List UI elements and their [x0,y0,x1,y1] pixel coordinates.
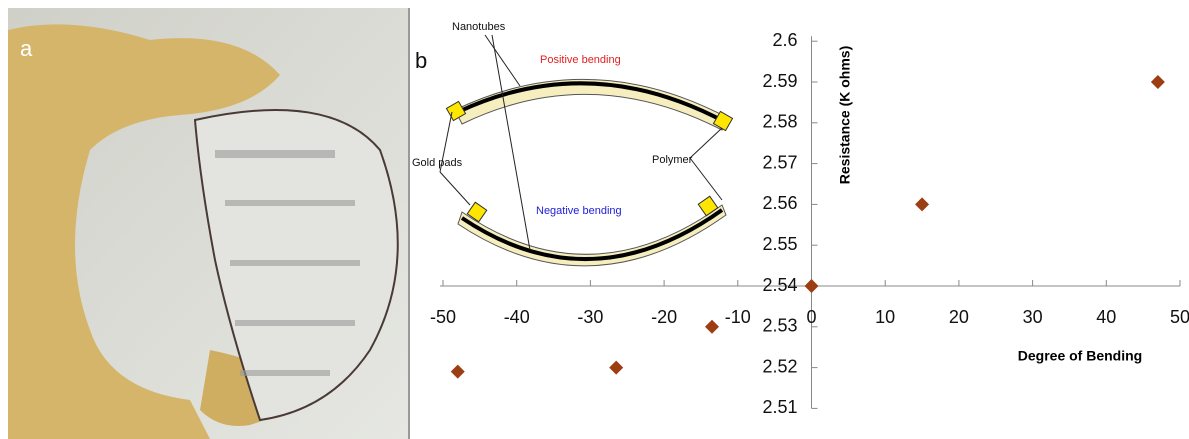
point [805,279,819,293]
inset-label: Nanotubes [452,21,506,33]
panel-label: a [20,36,33,61]
y-tick-label: 2.54 [762,275,797,295]
inset-label: Positive bending [540,54,621,66]
point [705,320,719,334]
x-tick-label: 20 [949,307,969,327]
y-tick-label: 2.59 [762,71,797,91]
x-tick-label: 40 [1096,307,1116,327]
point [451,365,465,379]
x-tick-label: 30 [1023,307,1043,327]
x-tick-label: -10 [725,307,751,327]
point [915,197,929,211]
y-axis-label: Resistance (K ohms) [837,46,853,184]
x-tick-label: 50 [1170,307,1189,327]
x-tick-label: 10 [875,307,895,327]
y-tick-label: 2.57 [762,152,797,172]
y-tick-label: 2.6 [772,30,797,50]
inset-label: Polymer [652,154,693,166]
inset-label: Negative bending [536,205,622,217]
inset-diagram: Nanotubes Positive bending Gold pads Pol… [412,21,733,266]
figure: a b Nanotubes Positive bending Gold pads… [0,0,1189,439]
x-tick-label: -50 [430,307,456,327]
page: a b Nanotubes Positive bending Gold pads… [0,0,1189,439]
x-tick-label: -20 [651,307,677,327]
y-tick-label: 2.51 [762,397,797,417]
y-tick-label: 2.55 [762,234,797,254]
y-tick-label: 2.52 [762,356,797,376]
x-axis-label: Degree of Bending [1018,348,1142,364]
x-tick-label: -40 [504,307,530,327]
y-tick-label: 2.56 [762,193,797,213]
y-tick-label: 2.58 [762,112,797,132]
photo: a [8,8,408,439]
x-tick-label: -30 [577,307,603,327]
y-tick-label: 2.53 [762,316,797,336]
point [1151,75,1165,89]
point [609,361,623,375]
x-tick-label: 0 [806,307,816,327]
panel-label: b [415,48,427,73]
inset-label: Gold pads [412,157,463,169]
